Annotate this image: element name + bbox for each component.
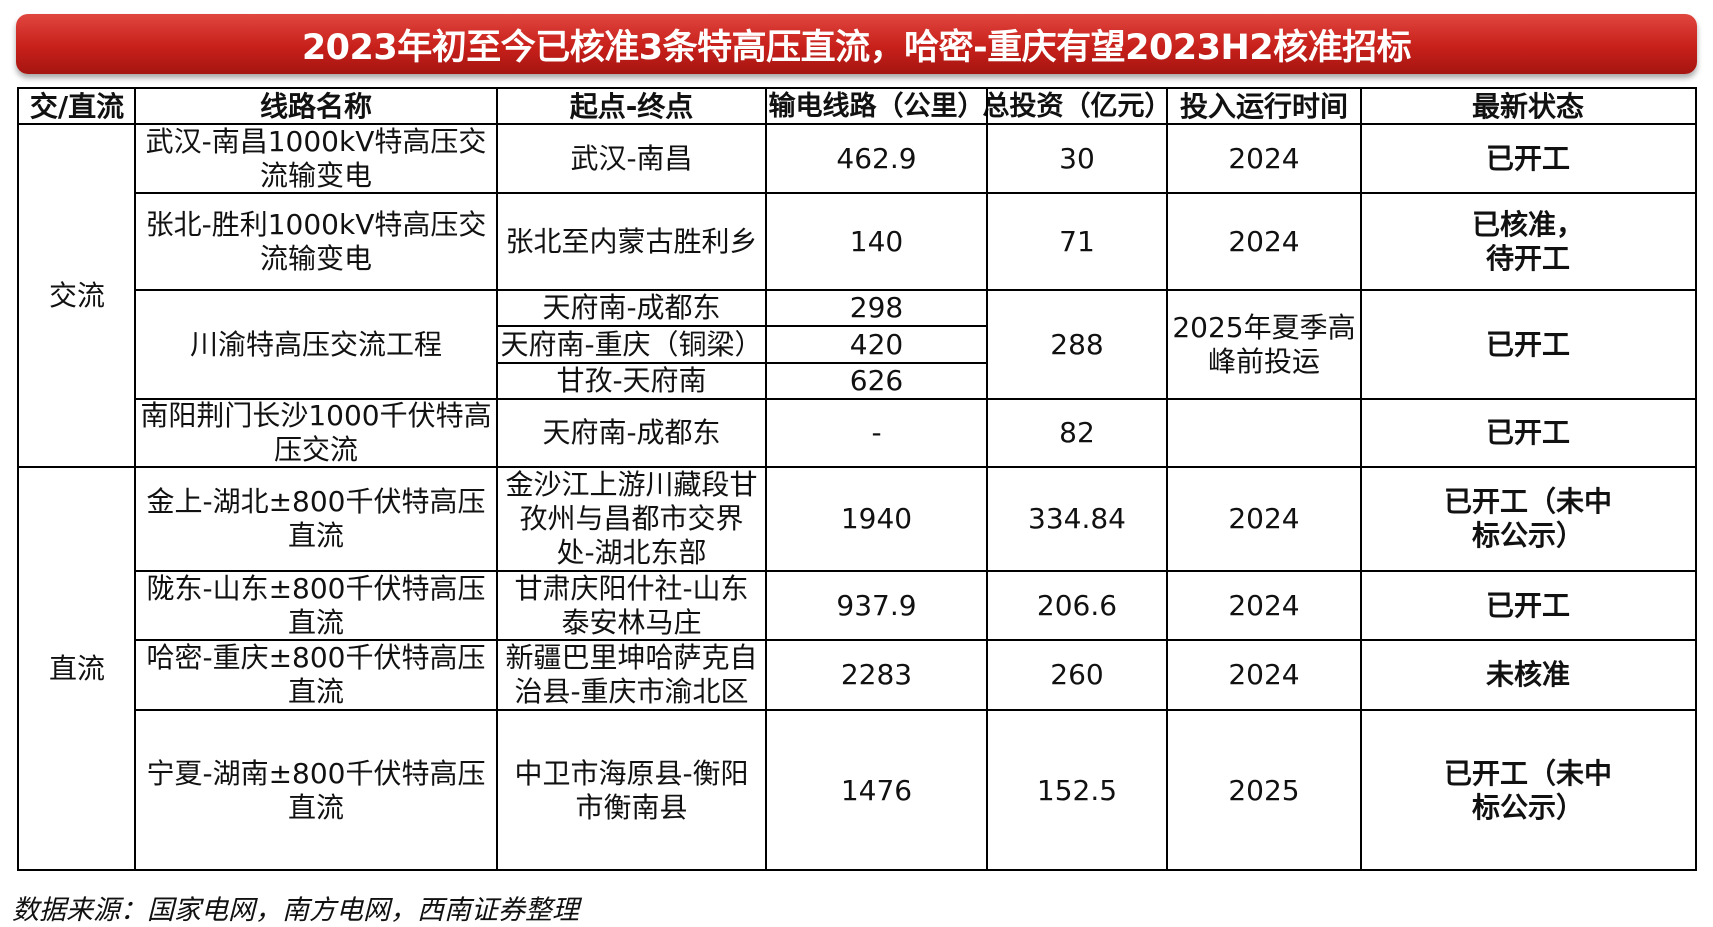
row-4-operation: 2024 — [1228, 502, 1300, 535]
row-0-investment: 30 — [1059, 141, 1095, 175]
row-0-length: 462.9 — [836, 141, 917, 175]
row-2-seg-0-length: 298 — [849, 291, 904, 324]
source-note: 数据来源：国家电网，南方电网，西南证券整理 — [12, 895, 579, 926]
header-line-name: 线路名称 — [259, 89, 372, 123]
row-6-name: 哈密-重庆±800千伏特高压直流 — [146, 641, 486, 708]
row-1-operation: 2024 — [1228, 224, 1300, 258]
row-6-investment: 260 — [1050, 658, 1104, 691]
row-1-status: 已核准，待开工 — [1471, 207, 1584, 275]
row-divider-2 — [134, 398, 1695, 400]
page-title: 2023年初至今已核准3条特高压直流，哈密-重庆有望2023H2核准招标 — [301, 27, 1412, 68]
row-0-status: 已开工 — [1485, 141, 1570, 175]
header-operation: 投入运行时间 — [1179, 89, 1348, 123]
row-2-seg-2-route: 甘孜-天府南 — [556, 364, 707, 397]
row-1-length: 140 — [849, 224, 904, 258]
row-7-length: 1476 — [840, 773, 913, 807]
row-divider-6 — [134, 709, 1695, 711]
row-6-status: 未核准 — [1485, 658, 1570, 691]
row-0-name: 武汉-南昌1000kV特高压交流输变电 — [145, 124, 487, 192]
row-5-route: 甘肃庆阳什社-山东泰安林马庄 — [514, 571, 749, 639]
row-2-seg-1-route: 天府南-重庆（铜梁） — [500, 327, 763, 361]
title-banner: 2023年初至今已核准3条特高压直流，哈密-重庆有望2023H2核准招标 — [16, 14, 1697, 74]
header-type: 交/直流 — [29, 89, 125, 123]
row-7-operation: 2025 — [1228, 773, 1300, 807]
row-2-name: 川渝特高压交流工程 — [189, 327, 442, 361]
col-divider-6 — [1360, 89, 1362, 871]
col-divider-1 — [134, 89, 136, 871]
row-3-operation — [1167, 399, 1361, 467]
group-divider — [19, 466, 1695, 468]
row-0-route: 武汉-南昌 — [570, 141, 693, 175]
group-ac-label: 交流 — [48, 278, 105, 312]
row-1-investment: 71 — [1059, 224, 1095, 258]
row-divider-1 — [134, 289, 1695, 291]
header-investment: 总投资（亿元） — [982, 90, 1172, 122]
group-dc-label: 直流 — [48, 652, 105, 685]
row-2-seg-2-length: 626 — [849, 364, 904, 397]
row-1-route: 张北至内蒙古胜利乡 — [505, 224, 758, 258]
row-2-operation: 2025年夏季高峰前投运 — [1172, 310, 1356, 378]
row-2-investment: 288 — [1050, 327, 1104, 361]
row-5-status: 已开工 — [1485, 588, 1570, 622]
row-5-investment: 206.6 — [1036, 588, 1118, 622]
row-1-name: 张北-胜利1000kV特高压交流输变电 — [145, 207, 487, 275]
row-divider-5 — [134, 639, 1695, 641]
header-status: 最新状态 — [1471, 89, 1584, 123]
row-4-route: 金沙江上游川藏段甘孜州与昌都市交界处-湖北东部 — [505, 468, 758, 569]
row-3-length: - — [871, 416, 882, 449]
segment-divider-1 — [496, 362, 987, 364]
col-divider-2 — [496, 89, 498, 871]
project-table: 交/直流 线路名称 起点-终点 输电线路（公里） 总投资（亿元） 投入运行时间 … — [17, 87, 1697, 871]
row-6-route: 新疆巴里坤哈萨克自治县-重庆市渝北区 — [505, 641, 758, 708]
row-7-name: 宁夏-湖南±800千伏特高压直流 — [146, 756, 486, 824]
header-route: 起点-终点 — [569, 89, 694, 123]
row-4-investment: 334.84 — [1028, 502, 1126, 535]
segment-divider-0 — [496, 325, 987, 327]
row-divider-4 — [134, 570, 1695, 572]
row-divider-0 — [134, 192, 1695, 194]
row-6-length: 2283 — [840, 658, 913, 691]
row-5-operation: 2024 — [1228, 588, 1300, 622]
row-4-name: 金上-湖北±800千伏特高压直流 — [146, 485, 486, 552]
row-0-operation: 2024 — [1228, 141, 1300, 175]
row-6-operation: 2024 — [1228, 658, 1300, 691]
row-5-length: 937.9 — [836, 588, 917, 622]
row-7-status: 已开工（未中标公示） — [1443, 756, 1612, 824]
row-7-route: 中卫市海原县-衡阳市衡南县 — [514, 756, 749, 824]
header-divider — [19, 123, 1695, 125]
header-length: 输电线路（公里） — [768, 90, 985, 122]
row-3-route: 天府南-成都东 — [542, 416, 721, 449]
row-4-status: 已开工（未中标公示） — [1443, 485, 1612, 552]
row-3-status: 已开工 — [1485, 416, 1570, 449]
row-2-seg-1-length: 420 — [849, 327, 904, 361]
col-divider-3 — [765, 89, 767, 871]
row-2-status: 已开工 — [1485, 327, 1570, 361]
row-3-name: 南阳荆门长沙1000千伏特高压交流 — [140, 399, 492, 466]
row-2-seg-0-route: 天府南-成都东 — [542, 291, 721, 324]
col-divider-5 — [1166, 89, 1168, 871]
row-7-investment: 152.5 — [1036, 773, 1118, 807]
row-4-length: 1940 — [840, 502, 913, 535]
col-divider-4 — [986, 89, 988, 871]
row-3-investment: 82 — [1059, 416, 1095, 449]
row-5-name: 陇东-山东±800千伏特高压直流 — [146, 571, 486, 639]
